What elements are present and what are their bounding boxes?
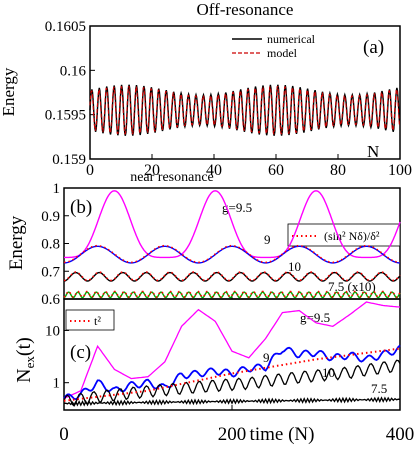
a-xtick-label: 60: [268, 162, 284, 179]
a-ytick-label: 0.1605: [45, 19, 86, 35]
a-ytick-label: 0.1595: [45, 108, 86, 124]
b-ytick-label: 0.6: [41, 292, 60, 308]
panel-b-label: (b): [70, 197, 92, 218]
a-ytick-label: 0.16: [60, 63, 87, 79]
legend-numerical-label: numerical: [267, 32, 316, 46]
panel-b-ylabel: Energy: [6, 215, 27, 270]
label-b-g9.5: g=9.5: [222, 200, 252, 215]
c-xtick-label: 0: [59, 424, 69, 445]
label-c-g9.5: g=9.5: [300, 310, 330, 325]
panel-c-xlabel: time (N): [250, 424, 315, 445]
c-ytick-label: 1: [53, 376, 61, 392]
panel-c-series: [63, 301, 401, 407]
a-ytick-label: 0.159: [52, 152, 86, 168]
a-xtick-label: 80: [330, 162, 346, 179]
legend-model-label: model: [267, 46, 298, 60]
label-b-g9: 9: [264, 232, 271, 247]
c-xtick-label: 200: [218, 424, 247, 445]
a-xtick-label: 0: [86, 162, 94, 179]
b-series-g9.5: [64, 190, 401, 259]
panel-c: Nex(t) time (N) (c) t² g=9.5 9 10 7.5 0 2…: [13, 298, 414, 445]
b-ytick-label: 0.9: [41, 209, 60, 225]
panel-a-ticks: 0 20 40 60 80 100 0.159 0.1595 0.16 0.1605: [45, 19, 412, 179]
a-xtick-label: 20: [144, 162, 160, 179]
panel-a-label: (a): [363, 37, 384, 58]
b-model-g9: [63, 244, 401, 264]
panel-a-legend: numerical model: [232, 32, 316, 60]
legend-sin-label: (sin² Nδ)/δ²: [324, 229, 380, 243]
b-model-g7.5: [63, 290, 401, 299]
label-c-g9: 9: [263, 350, 270, 365]
panel-c-ticks: 0 200 400 1 10: [45, 323, 414, 445]
c-xtick-label: 400: [386, 424, 415, 445]
c-ytick-label: 10: [45, 323, 60, 339]
label-b-g7.5: 7.5 (x10): [328, 279, 376, 294]
panel-a-ylabel: Energy: [0, 67, 18, 116]
panel-c-legend-box: [65, 309, 115, 331]
panel-c-legend: t²: [65, 309, 115, 331]
panel-b-legend: (sin² Nδ)/δ²: [287, 223, 401, 247]
c-series-g10: [63, 359, 401, 407]
panel-a-frame: [89, 25, 401, 160]
c-series-g9: [63, 344, 401, 401]
a-series-model: [89, 85, 400, 135]
b-ytick-label: 1: [53, 181, 61, 197]
a-xtick-label: 40: [206, 162, 222, 179]
c-series-g7.5: [63, 396, 401, 407]
a-xtick-label: 100: [388, 162, 412, 179]
b-ytick-label: 0.7: [41, 264, 60, 280]
c-series-g9.5: [63, 301, 401, 399]
panel-a: Off-resonance Energy N (a) numerical mod…: [0, 0, 412, 179]
b-series-g10: [63, 271, 401, 282]
panel-a-series: [89, 84, 401, 136]
a-series-numerical: [89, 84, 401, 136]
panel-b-ticks: 0.6 0.7 0.8 0.9 1: [41, 181, 401, 308]
panel-a-title: Off-resonance: [197, 0, 294, 19]
panel-b: near resonance Energy (b) (sin² Nδ)/δ² g…: [6, 170, 401, 308]
c-series-model: [63, 347, 401, 402]
panel-b-title: near resonance: [130, 170, 214, 185]
b-ytick-label: 0.8: [41, 237, 60, 253]
b-series-g9: [64, 245, 400, 264]
panel-c-label: (c): [70, 342, 91, 363]
panel-b-legend-box: [287, 223, 401, 247]
panel-b-series: [63, 190, 401, 299]
label-c-g7.5: 7.5: [371, 381, 387, 396]
panel-c-ylabel: Nex(t): [13, 337, 37, 383]
legend-t2-label: t²: [94, 314, 101, 328]
panel-a-xlabel: N: [367, 142, 379, 161]
label-b-g10: 10: [288, 259, 301, 274]
